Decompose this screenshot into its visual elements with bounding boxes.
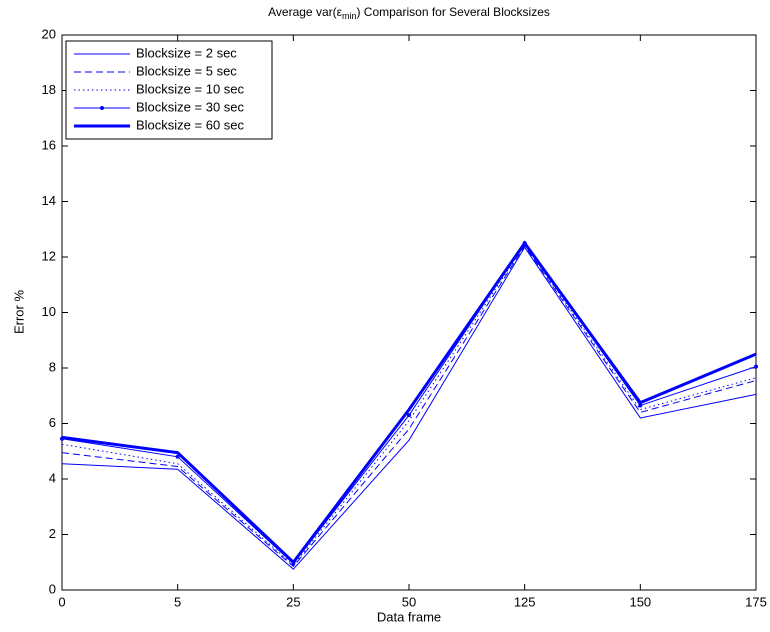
legend-box: [65, 40, 273, 140]
x-tick-label: 0: [58, 594, 65, 609]
x-tick-label: 5: [174, 594, 181, 609]
series-marker: [175, 454, 180, 459]
y-tick-label: 10: [42, 304, 56, 319]
x-tick-label: 125: [514, 594, 536, 609]
series-line: [61, 240, 757, 565]
x-tick-label: 50: [402, 594, 416, 609]
legend-label: Blocksize = 60 sec: [136, 117, 245, 132]
x-tick-label: 175: [745, 594, 767, 609]
series-marker: [407, 413, 411, 418]
y-axis-label: Error %: [11, 290, 26, 335]
y-tick-label: 20: [42, 26, 56, 41]
y-tick-label: 0: [49, 581, 56, 596]
y-tick-label: 6: [49, 415, 56, 430]
series-line: [61, 246, 757, 570]
legend-marker: [100, 106, 104, 110]
y-tick-label: 4: [49, 470, 56, 485]
series-marker: [754, 364, 758, 369]
y-tick-label: 2: [49, 526, 56, 541]
series-line: [61, 244, 757, 568]
legend-label: Blocksize = 2 sec: [136, 45, 237, 60]
title-part: Average var(ε: [268, 5, 342, 19]
title-part: ) Comparison for Several Blocksizes: [356, 5, 549, 19]
y-tick-label: 18: [42, 82, 56, 97]
x-tick-label: 150: [629, 594, 651, 609]
legend-label: Blocksize = 10 sec: [136, 81, 245, 96]
legend-label: Blocksize = 30 sec: [136, 99, 245, 114]
x-axis-label: Data frame: [377, 609, 441, 624]
y-tick-label: 8: [49, 359, 56, 374]
y-tick-label: 16: [42, 137, 56, 152]
y-tick-label: 14: [42, 193, 56, 208]
series-line: [61, 243, 757, 566]
y-tick-label: 12: [42, 248, 56, 263]
title-subscript: min: [342, 11, 357, 21]
chart-title: Average var(εmin) Comparison for Several…: [268, 5, 550, 21]
series-marker: [638, 403, 643, 408]
legend-label: Blocksize = 5 sec: [136, 63, 237, 78]
x-tick-label: 25: [286, 594, 300, 609]
